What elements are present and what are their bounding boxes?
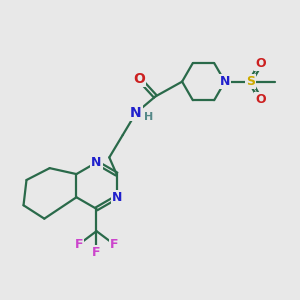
Text: H: H [144,112,153,122]
Text: O: O [133,72,145,86]
Text: F: F [92,246,101,259]
Text: N: N [130,106,142,120]
Text: S: S [246,75,255,88]
Text: N: N [91,156,102,169]
Text: N: N [111,191,122,204]
Text: F: F [110,238,118,251]
Text: O: O [255,93,266,106]
Text: N: N [220,75,230,88]
Text: O: O [255,57,266,70]
Text: F: F [74,238,83,251]
